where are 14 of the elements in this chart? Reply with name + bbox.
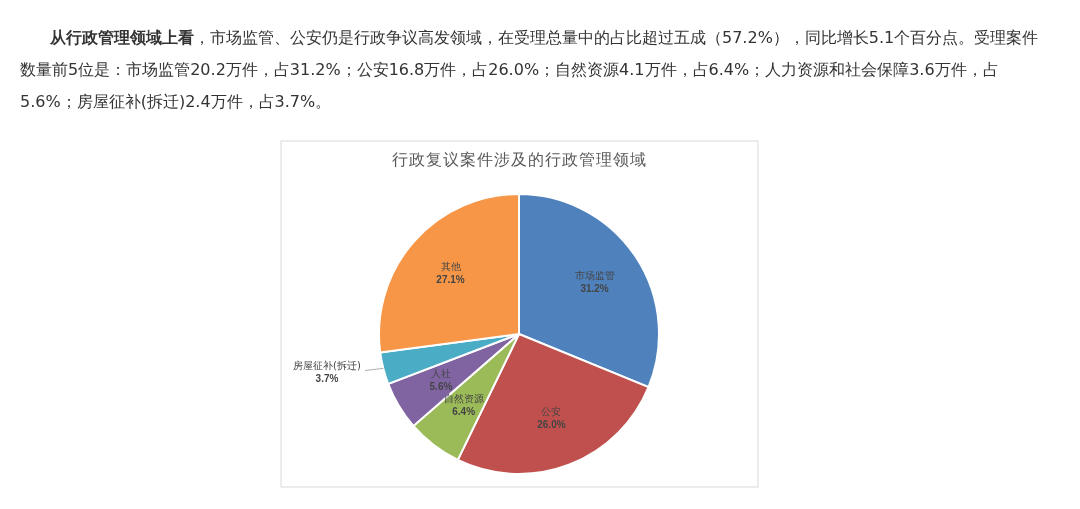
slice-label: 人社 xyxy=(430,367,451,379)
text: 从行政管理领域上看 xyxy=(50,28,194,47)
data-label: 5.6% xyxy=(429,380,453,392)
data-label: 26.0% xyxy=(537,419,566,431)
slice-label: 自然资源 xyxy=(443,393,484,405)
chart-title: 行政复议案件涉及的行政管理领域 xyxy=(391,150,647,169)
data-label: 3.7% xyxy=(315,372,339,384)
slice-label: 公安 xyxy=(541,406,562,418)
slice-label: 其他 xyxy=(440,261,461,273)
slice-label: 市场监管 xyxy=(574,270,615,282)
data-label: 6.4% xyxy=(452,406,476,418)
data-label: 27.1% xyxy=(436,274,465,286)
data-label: 31.2% xyxy=(580,283,609,295)
slice-label: 房屋征补(拆迁) xyxy=(293,359,361,371)
